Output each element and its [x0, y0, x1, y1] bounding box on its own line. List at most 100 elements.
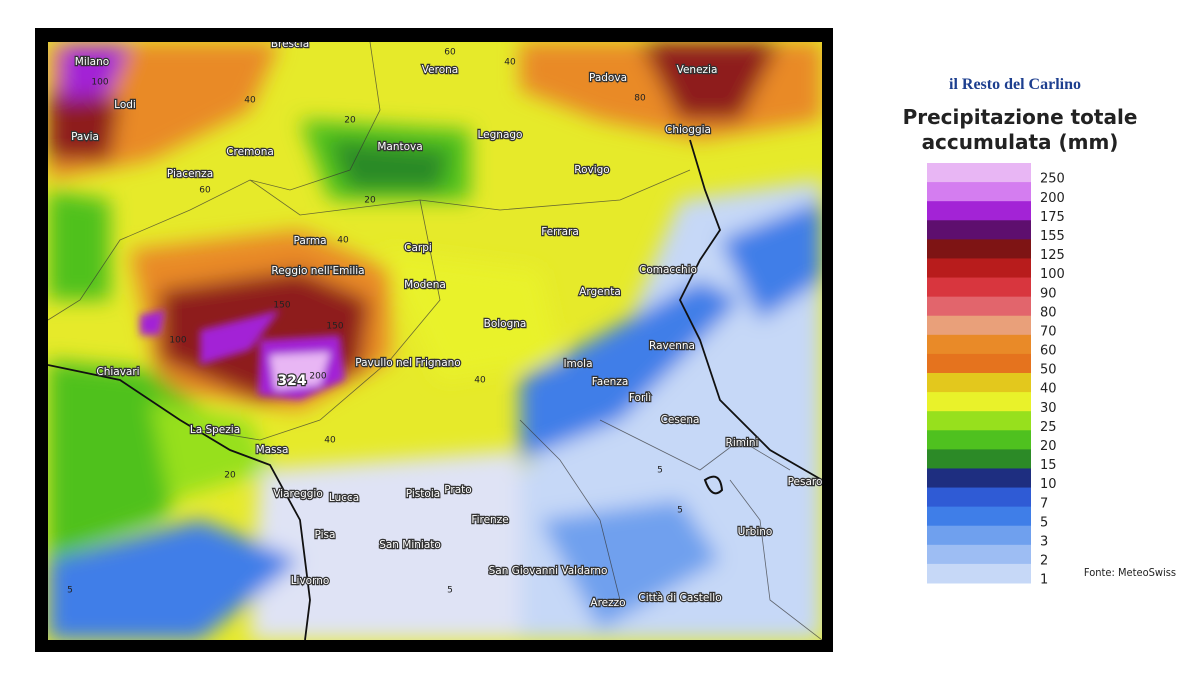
contour-label: 40 — [504, 58, 516, 68]
legend-label: 40 — [1040, 382, 1057, 397]
contour-label: 5 — [677, 506, 683, 516]
legend-swatch — [927, 334, 1031, 355]
legend-label: 25 — [1040, 420, 1057, 435]
city-label: Legnago — [478, 129, 523, 141]
contour-label: 5 — [447, 586, 453, 596]
contour-label: 20 — [364, 196, 376, 206]
legend-label: 3 — [1040, 534, 1048, 549]
contour-label: 5 — [657, 466, 663, 476]
legend-swatch — [927, 258, 1031, 279]
legend-swatch — [927, 411, 1031, 431]
city-label: Pisa — [315, 529, 336, 541]
legend-swatch — [927, 277, 1031, 298]
city-label: Cesena — [661, 414, 700, 426]
legend-label: 125 — [1040, 248, 1065, 263]
city-label: Lodi — [114, 99, 136, 111]
contour-label: 40 — [337, 236, 349, 246]
legend-swatch — [927, 392, 1031, 412]
legend-label: 50 — [1040, 363, 1057, 378]
legend-label: 15 — [1040, 458, 1057, 473]
city-label: Livorno — [291, 575, 330, 587]
city-label: Arezzo — [590, 597, 625, 609]
contour-label: 60 — [199, 186, 211, 196]
legend-label: 7 — [1040, 496, 1048, 511]
legend-label: 155 — [1040, 229, 1065, 244]
legend-swatch — [927, 296, 1031, 317]
contour-label: 200 — [309, 372, 326, 382]
contour-label: 80 — [634, 94, 646, 104]
city-label: Venezia — [677, 64, 718, 76]
legend-label: 100 — [1040, 267, 1065, 282]
legend-label: 60 — [1040, 344, 1057, 359]
legend-swatch — [927, 544, 1031, 565]
city-label: Carpi — [404, 242, 432, 254]
city-label: Padova — [589, 72, 627, 84]
city-label: Modena — [404, 279, 446, 291]
city-label: Imola — [563, 358, 592, 370]
legend-label: 20 — [1040, 439, 1057, 454]
title: Precipitazione totale accumulata (mm) — [903, 105, 1138, 154]
legend-swatch — [927, 449, 1031, 469]
city-label: Ravenna — [649, 340, 695, 352]
city-label: San Giovanni Valdarno — [489, 565, 608, 577]
legend-label: 70 — [1040, 324, 1057, 339]
legend: 2502001751551251009080706050403025201510… — [927, 163, 1065, 588]
legend-swatch — [927, 373, 1031, 393]
city-label: Argenta — [579, 286, 621, 298]
legend-swatch — [927, 201, 1031, 221]
contour-label: 150 — [326, 322, 343, 332]
legend-label: 5 — [1040, 515, 1048, 530]
contour-label: 60 — [444, 48, 456, 58]
city-label: Brescia — [271, 38, 309, 50]
contour-label: 40 — [474, 376, 486, 386]
contour-label: 20 — [344, 116, 356, 126]
legend-swatch — [927, 563, 1031, 584]
legend-label: 1 — [1040, 573, 1048, 588]
legend-swatch — [927, 525, 1031, 546]
city-label: Cremona — [226, 146, 274, 158]
brand: il Resto del Carlino — [949, 76, 1081, 93]
city-label: Viareggio — [273, 488, 323, 500]
legend-label: 30 — [1040, 401, 1057, 416]
contour-label: 150 — [273, 301, 290, 311]
legend-swatch — [927, 487, 1031, 508]
source: Fonte: MeteoSwiss — [1084, 566, 1176, 579]
city-label: Piacenza — [167, 168, 213, 180]
legend-label: 175 — [1040, 210, 1065, 225]
city-label: Mantova — [377, 141, 422, 153]
legend-swatch — [927, 468, 1031, 489]
city-label: Pesaro — [788, 476, 823, 488]
city-label: Comacchio — [639, 264, 697, 276]
max-value: 324 — [277, 373, 306, 389]
city-label: Chiavari — [96, 366, 139, 378]
legend-label: 200 — [1040, 191, 1065, 206]
city-label: San Miniato — [379, 539, 441, 551]
legend-swatch — [927, 315, 1031, 336]
city-label: Parma — [293, 235, 326, 247]
city-label: Pavullo nel Frignano — [355, 357, 460, 369]
city-label: Rovigo — [574, 164, 609, 176]
contour-label: 40 — [244, 96, 256, 106]
contour-label: 100 — [91, 78, 108, 88]
city-label: Lucca — [329, 492, 359, 504]
city-label: Forlì — [629, 392, 651, 404]
city-label: Massa — [256, 444, 289, 456]
legend-swatch — [927, 163, 1031, 183]
contour-label: 40 — [324, 436, 336, 446]
city-label: Pavia — [71, 131, 99, 143]
city-label: Urbino — [738, 526, 773, 538]
legend-label: 250 — [1040, 172, 1065, 187]
precipitation-map: 60 40 100 80 40 20 20 40 60 150 100 150 200 40 40 20 5 5 5… — [48, 38, 823, 640]
city-label: Chioggia — [665, 124, 711, 136]
legend-label: 90 — [1040, 286, 1057, 301]
legend-label: 10 — [1040, 477, 1057, 492]
city-label: Città di Castello — [638, 592, 721, 604]
city-label: Bologna — [484, 318, 527, 330]
legend-swatch — [927, 430, 1031, 450]
contour-label: 5 — [67, 586, 73, 596]
city-label: Reggio nell'Emilia — [271, 265, 364, 277]
title-text: Precipitazione totale accumulata (mm) — [903, 105, 1138, 154]
city-label: Pistoia — [406, 488, 440, 500]
city-label: Faenza — [592, 376, 629, 388]
